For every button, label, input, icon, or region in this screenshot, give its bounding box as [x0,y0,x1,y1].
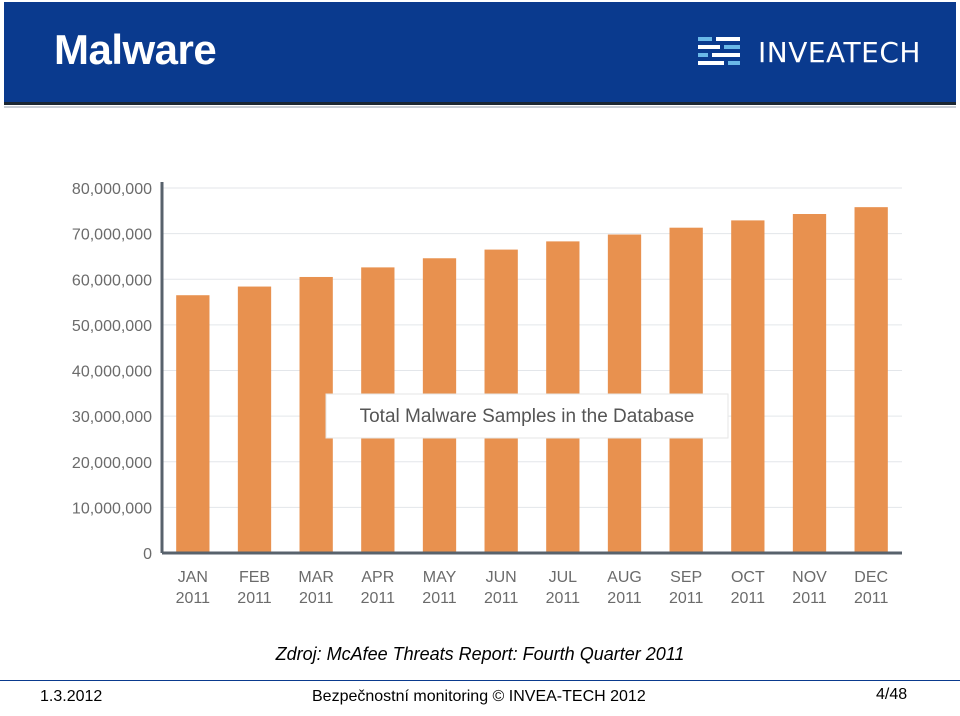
header-bar [4,2,956,102]
chart-title-box: Total Malware Samples in the Database [325,393,729,439]
y-tick-label: 0 [143,546,152,563]
bar-feb-2011 [237,286,272,553]
bar-jan-2011 [176,295,210,553]
y-tick-label: 80,000,000 [72,181,152,198]
x-category-label: DEC [854,569,888,586]
x-category-label: 2011 [176,590,211,607]
x-category-label: JUL [549,569,578,586]
y-tick-label: 40,000,000 [72,364,152,381]
x-category-label: 2011 [731,590,766,607]
chart-title: Total Malware Samples in the Database [360,406,695,427]
footer-divider [0,680,960,681]
header-divider [4,102,956,105]
header-divider-light [4,106,956,108]
bar-oct-2011 [731,220,765,554]
x-category-label: APR [361,569,394,586]
chart-grid [162,187,902,508]
x-category-label: 2011 [854,590,889,607]
x-category-label: AUG [607,569,642,586]
y-tick-label: 50,000,000 [72,318,152,335]
x-category-label: JAN [178,569,208,586]
bar-nov-2011 [792,214,827,553]
y-axis-ticks: 0 10,000,000 20,000,000 30,000,000 40,000,00… [72,181,152,563]
x-category-label: 2011 [546,590,581,607]
y-tick-label: 30,000,000 [72,409,152,426]
x-category-label: NOV [792,569,827,586]
footer-date: 1.3.2012 [40,688,103,705]
y-tick-label: 10,000,000 [72,500,152,517]
source-caption: Zdroj: McAfee Threats Report: Fourth Qua… [0,644,960,665]
slide-title: Malware [54,26,217,73]
x-category-label: OCT [731,569,765,586]
x-category-label: 2011 [237,590,272,607]
y-tick-label: 60,000,000 [72,272,152,289]
x-category-label: 2011 [484,590,519,607]
logo-mark-icon [698,37,740,65]
bar-dec-2011 [854,207,888,553]
y-tick-label: 70,000,000 [72,227,152,244]
x-category-label: 2011 [299,590,334,607]
x-category-label: 2011 [422,590,457,607]
x-axis-categories: JAN 2011 FEB 2011 MAR 2011 APR 2011 MAY 2011 JUN 20… [176,569,889,607]
source-caption-text: Zdroj: McAfee Threats Report: Fourth Qua… [275,644,685,664]
logo-text: INVEATECH [758,36,921,69]
x-category-label: 2011 [607,590,642,607]
x-category-label: JUN [486,569,517,586]
x-category-label: MAY [423,569,457,586]
y-tick-label: 20,000,000 [72,455,152,472]
x-category-label: 2011 [792,590,827,607]
malware-bar-chart: 0 10,000,000 20,000,000 30,000,000 40,000,00… [72,181,902,607]
bar-sep-2011 [669,227,703,553]
inveatech-logo: INVEATECH [696,34,936,70]
x-category-label: 2011 [361,590,396,607]
chart-bars [176,207,888,554]
x-category-label: FEB [239,569,270,586]
x-category-label: 2011 [669,590,704,607]
page-number: 4/48 [876,686,908,703]
footer-copyright: Bezpečnostní monitoring © INVEA-TECH 201… [312,688,646,705]
x-category-label: MAR [298,569,334,586]
x-category-label: SEP [670,569,702,586]
